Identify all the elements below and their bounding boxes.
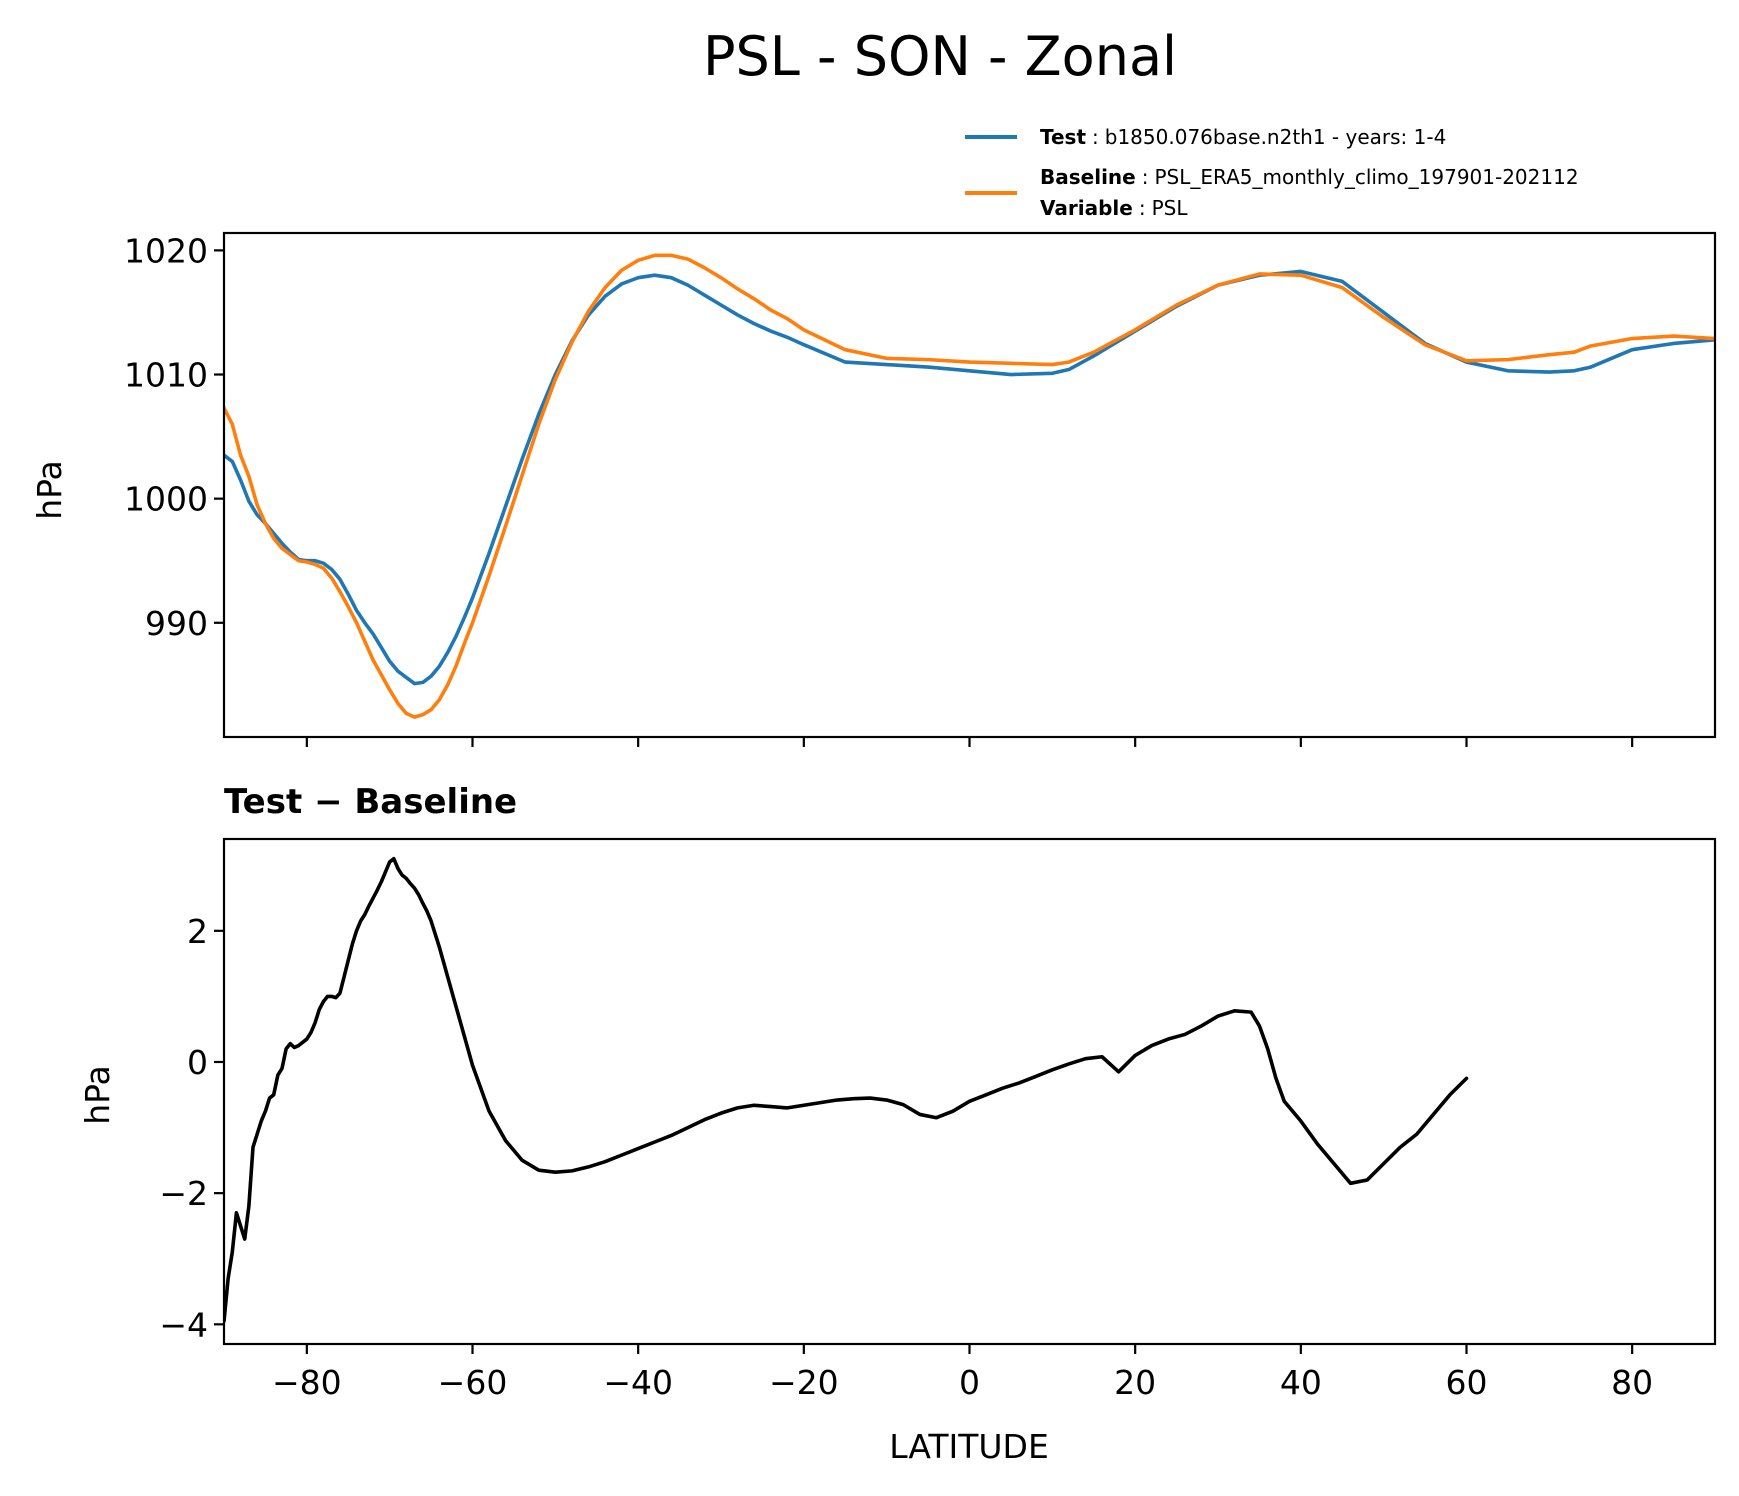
bottom-x-tick-label: −40	[603, 1363, 673, 1402]
bottom-x-tick-label: 40	[1280, 1363, 1322, 1402]
bottom-x-axis: −80 −60 −40 −20 0 20 40 60 80	[272, 1344, 1653, 1402]
bottom-y-tick-label: 2	[187, 912, 208, 951]
legend-test-key: Test	[1040, 125, 1086, 149]
top-y-tick-label: 1020	[124, 231, 208, 270]
top-panel: 990 1000 1010 1020 hPa	[30, 231, 1717, 747]
bottom-y-tick-label: −2	[159, 1174, 208, 1213]
top-plot-area	[224, 253, 1715, 719]
baseline-series-line	[224, 253, 1715, 719]
bottom-panel: Test − Baseline −4−202 −80 −60 −40 −20 0 20 40…	[78, 782, 1717, 1466]
top-y-axis-label: hPa	[30, 460, 69, 520]
bottom-x-tick-label: 80	[1611, 1363, 1653, 1402]
legend-test-value: b1850.076base.n2th1 - years: 1-4	[1105, 125, 1447, 149]
top-y-tick-label: 1000	[124, 480, 208, 519]
bottom-panel-title: Test − Baseline	[224, 782, 517, 822]
bottom-x-tick-label: −20	[769, 1363, 839, 1402]
bottom-x-tick-label: −60	[438, 1363, 508, 1402]
bottom-panel-frame	[222, 837, 1717, 1346]
legend-variable-value: PSL	[1152, 196, 1189, 220]
bottom-x-tick-label: 20	[1114, 1363, 1156, 1402]
bottom-y-axis: −4 −2 0 2	[159, 912, 224, 1344]
legend-variable-entry: Variable: PSL	[1040, 196, 1188, 220]
legend-variable-key: Variable	[1040, 196, 1133, 220]
test-series-line	[224, 269, 1715, 686]
bottom-y-tick-label: −4	[159, 1305, 208, 1344]
legend-test-entry: Test: b1850.076base.n2th1 - years: 1-4	[1040, 125, 1446, 149]
bottom-x-tick-label: 0	[959, 1363, 980, 1402]
x-axis-label: LATITUDE	[889, 1427, 1049, 1466]
chart-title: PSL - SON - Zonal	[703, 25, 1177, 88]
top-x-axis	[305, 737, 1634, 747]
legend-baseline-key: Baseline	[1040, 165, 1136, 189]
bottom-plot-area	[224, 856, 1469, 1323]
legend-baseline-value: PSL_ERA5_monthly_climo_197901-202112	[1154, 165, 1578, 189]
legend: Test: b1850.076base.n2th1 - years: 1-4 Ba…	[965, 125, 1579, 220]
legend-baseline-entry: Baseline: PSL_ERA5_monthly_climo_197901-2…	[1040, 165, 1579, 189]
top-panel-frame	[222, 231, 1717, 739]
bottom-x-tick-label: −80	[272, 1363, 342, 1402]
top-y-tick-label: 990	[145, 604, 208, 643]
bottom-x-tick-label: 60	[1446, 1363, 1488, 1402]
bottom-y-axis-label: hPa	[78, 1065, 117, 1125]
difference-series-line	[224, 856, 1469, 1323]
bottom-y-tick-label: 0	[187, 1043, 208, 1082]
top-y-tick-label: 1010	[124, 356, 208, 395]
top-y-axis: 990 1000 1010 1020	[124, 231, 224, 643]
